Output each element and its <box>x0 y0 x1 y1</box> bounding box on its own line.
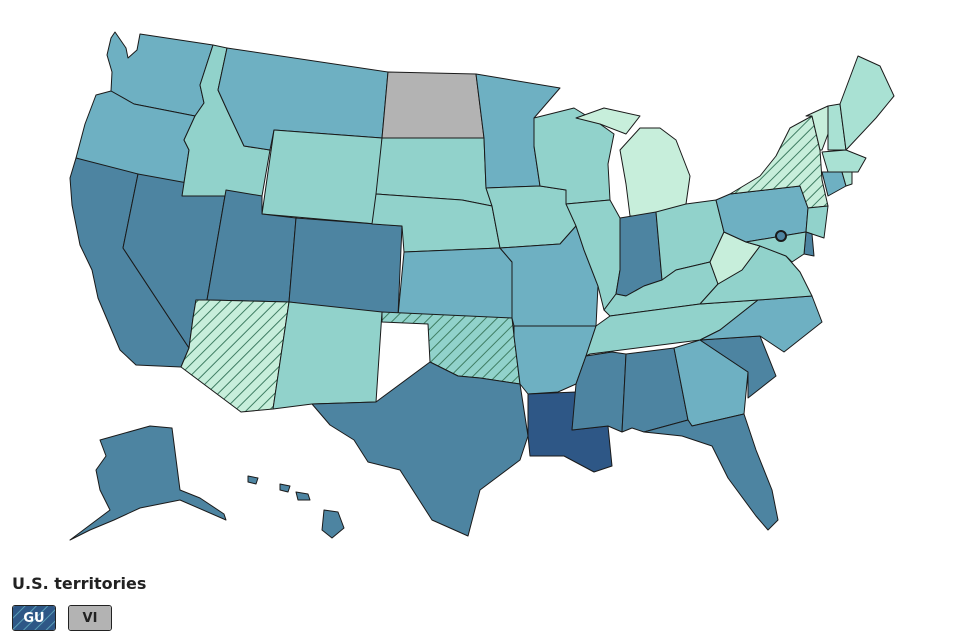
territory-gu-fill <box>13 606 55 630</box>
state-ma[interactable] <box>821 149 867 173</box>
territory-vi[interactable]: VI <box>68 605 112 631</box>
territory-gu[interactable]: GU <box>12 605 56 631</box>
state-ak[interactable] <box>69 425 227 541</box>
territory-gu-label: GU <box>23 610 45 626</box>
territory-row: GU VI <box>12 605 146 631</box>
state-fl[interactable] <box>643 413 779 531</box>
state-tx[interactable] <box>311 361 529 537</box>
territories-legend: U.S. territories GU VI <box>12 574 146 631</box>
state-wy[interactable] <box>261 129 383 225</box>
us-choropleth-map <box>69 31 895 541</box>
states-layer <box>69 31 895 541</box>
state-ks[interactable] <box>397 247 513 319</box>
state-ia[interactable] <box>485 185 577 249</box>
state-nj[interactable] <box>805 205 829 239</box>
state-co[interactable] <box>288 217 403 317</box>
state-nd[interactable] <box>381 71 485 139</box>
state-nm[interactable] <box>272 301 383 410</box>
state-mo[interactable] <box>499 225 599 327</box>
territories-title: U.S. territories <box>12 574 147 593</box>
state-ct[interactable] <box>821 171 847 197</box>
state-ri[interactable] <box>841 171 853 187</box>
territory-vi-fill <box>69 606 111 630</box>
state-hi[interactable] <box>247 475 345 539</box>
state-mi[interactable] <box>575 107 691 217</box>
state-md[interactable] <box>745 231 807 263</box>
state-az[interactable] <box>180 299 290 413</box>
state-dc[interactable] <box>775 230 787 242</box>
territory-vi-label: VI <box>82 610 98 626</box>
state-me[interactable] <box>839 55 895 151</box>
